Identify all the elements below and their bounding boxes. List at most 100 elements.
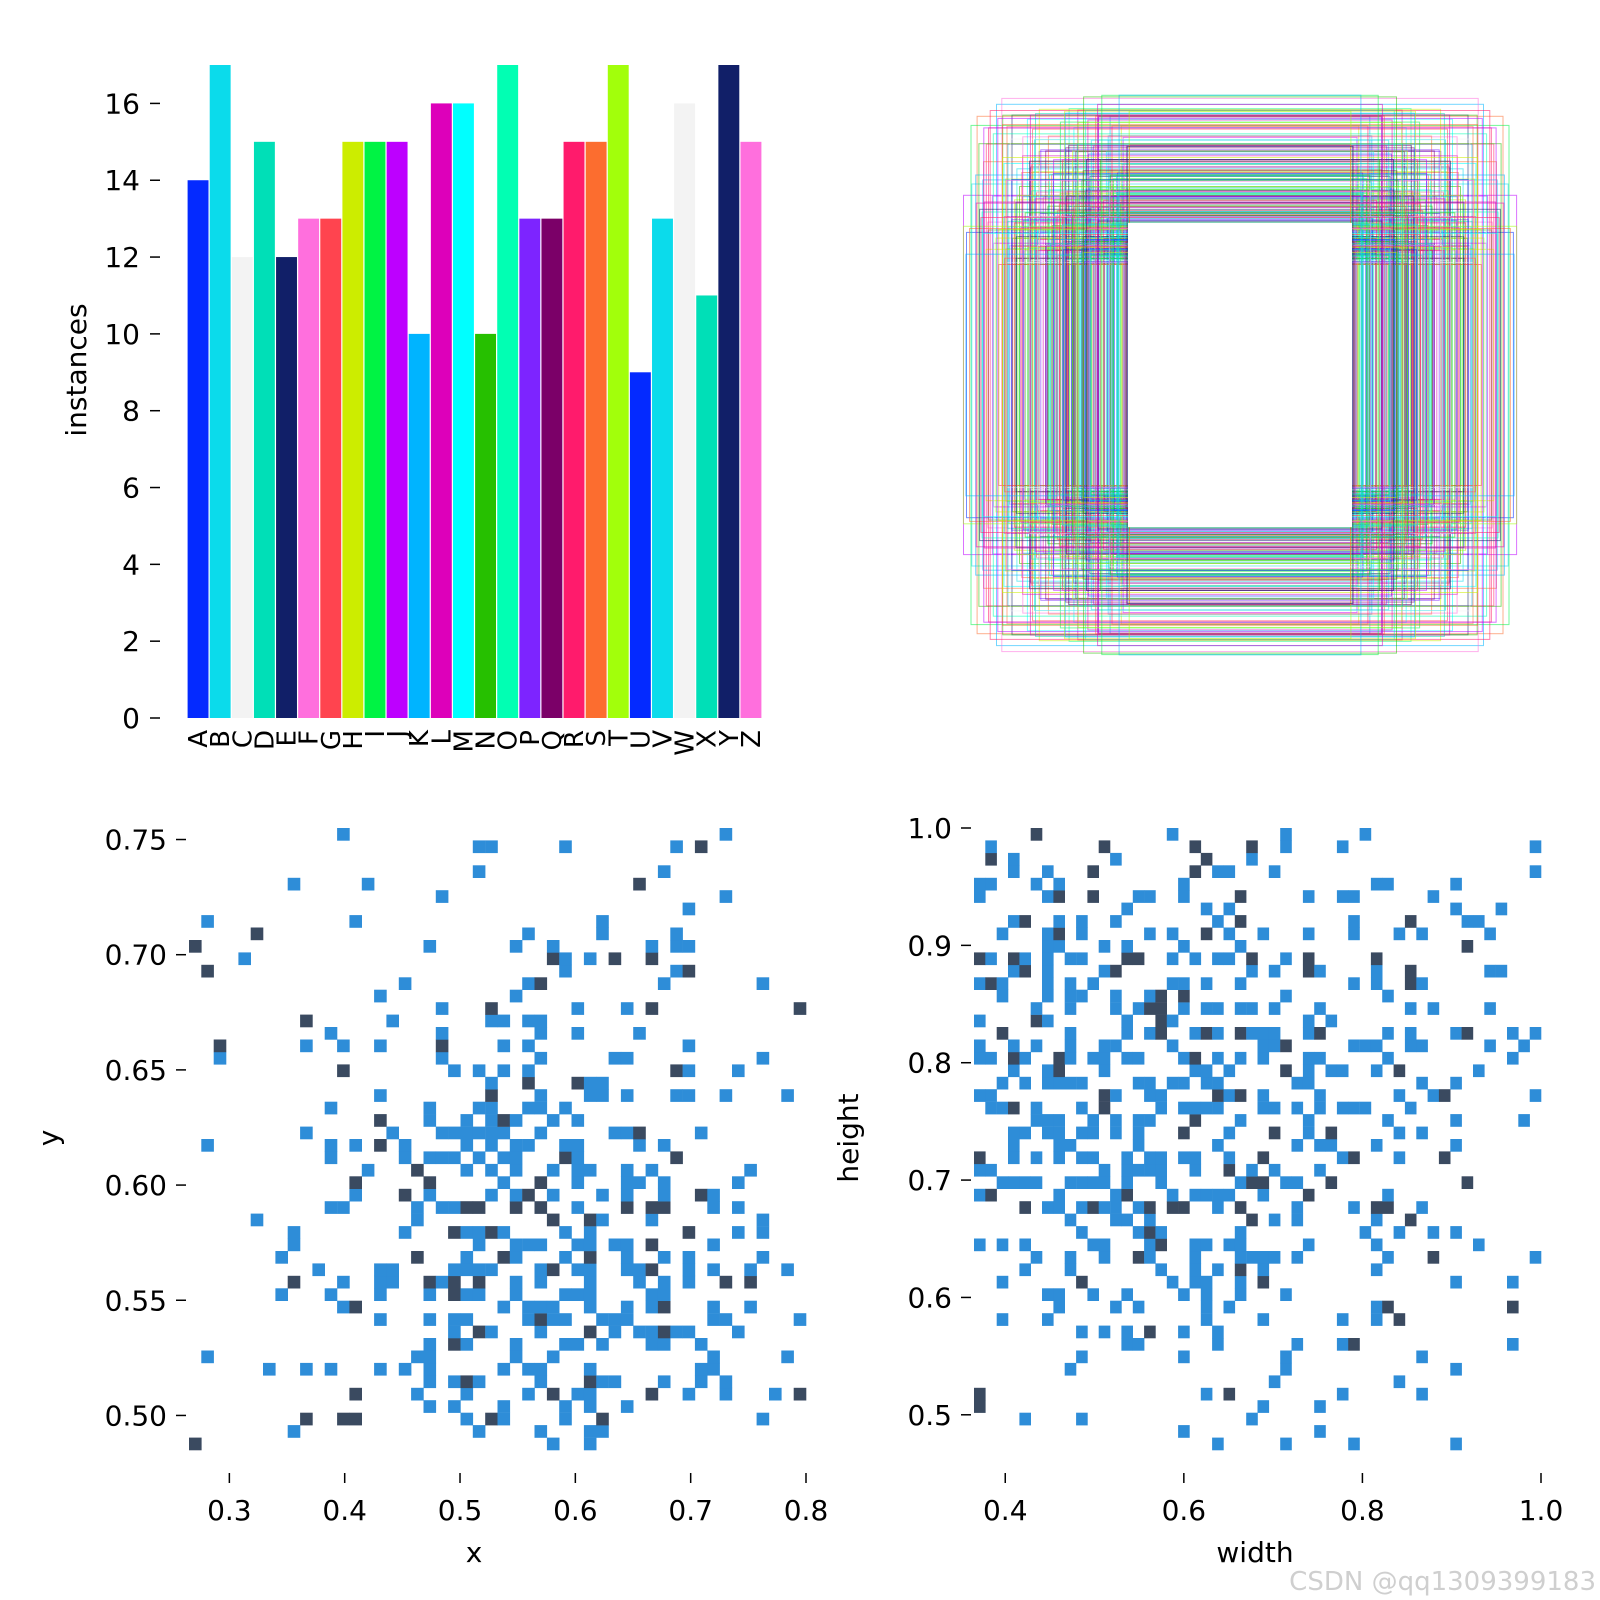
bar-x-tick-label: U: [626, 730, 656, 749]
heatmap-cell: [398, 1151, 412, 1165]
heatmap-cell: [1336, 890, 1349, 903]
heatmap-cell: [411, 1201, 424, 1214]
heatmap-cell: [1223, 1387, 1236, 1401]
heatmap-cell: [1450, 1437, 1462, 1451]
heatmap-cell: [1087, 1151, 1099, 1165]
heatmap-cell: [1257, 1151, 1270, 1165]
heatmap-cell: [435, 1027, 449, 1040]
heatmap-cell: [1302, 1064, 1315, 1078]
heatmap-cell: [1336, 840, 1349, 854]
heatmap-cell: [1212, 1437, 1224, 1451]
heatmap-cell: [472, 1275, 486, 1289]
heatmap-cell: [1064, 952, 1077, 966]
heatmap-cell: [1370, 964, 1383, 978]
heatmap-cell: [324, 1101, 338, 1115]
heatmap-cell: [1064, 1263, 1077, 1277]
heatmap-cell: [1189, 865, 1202, 878]
heatmap-cell: [472, 1201, 486, 1214]
heatmap-cell: [1359, 828, 1372, 841]
heatmap-cell: [522, 1076, 535, 1090]
heatmap-cell: [657, 1201, 671, 1214]
heatmap-cell: [1053, 915, 1065, 928]
heatmap-cell: [608, 952, 622, 966]
heatmap-cell: [559, 1251, 572, 1264]
bar-x-tick-label: E: [273, 730, 303, 746]
heatmap-cell: [707, 1362, 720, 1376]
heatmap-cell: [1212, 1101, 1224, 1115]
heatmap-cell: [571, 1338, 585, 1351]
heatmap-cell: [534, 1275, 548, 1289]
heatmap-cell: [620, 1251, 634, 1264]
heatmap-cell: [583, 1387, 597, 1401]
heatmap-cell: [1076, 1151, 1088, 1165]
bar-x-tick-label: T: [604, 730, 634, 747]
heatmap-cell: [1053, 940, 1065, 953]
heatmap-cell: [386, 1263, 399, 1277]
heatmap-cell: [1008, 952, 1020, 966]
heatmap-cell: [1348, 1338, 1360, 1351]
heatmap-y-tick-label: 0.70: [105, 939, 167, 972]
heatmap-cell: [1144, 1213, 1156, 1227]
heatmap-cell: [1110, 1300, 1122, 1314]
heatmap-cell: [974, 1039, 986, 1053]
heatmap-cell: [1053, 1300, 1065, 1314]
heatmap-cell: [608, 1126, 622, 1140]
bar-y-tick-label: 14: [104, 164, 140, 197]
heatmap-cell: [1098, 1064, 1111, 1078]
overlay-box: [980, 217, 1500, 533]
heatmap-cell: [1200, 852, 1213, 866]
heatmap-cell: [1144, 890, 1156, 903]
bar-x-tick-label: G: [317, 730, 347, 750]
heatmap-cell: [732, 1325, 745, 1339]
heatmap-x-tick-label: 0.8: [1340, 1494, 1385, 1527]
heatmap-cell: [1053, 927, 1065, 941]
heatmap-y-tick-label: 0.6: [907, 1281, 952, 1314]
heatmap-cell: [1155, 1176, 1167, 1189]
heatmap-cell: [974, 1188, 986, 1202]
heatmap-cell: [559, 1400, 572, 1413]
heatmap-cell: [1257, 1176, 1270, 1189]
heatmap-cell: [522, 1313, 535, 1326]
heatmap-cell: [546, 940, 560, 953]
overlay-box: [1103, 199, 1377, 551]
heatmap-cell: [1484, 927, 1496, 941]
heatmap-cell: [448, 1151, 461, 1165]
heatmap-cell: [1132, 1251, 1145, 1264]
heatmap-cell: [694, 1188, 708, 1202]
heatmap-cell: [1404, 915, 1417, 928]
heatmap-cell: [633, 1176, 646, 1189]
heatmap-cell: [1132, 1300, 1145, 1314]
overlay-box: [1109, 182, 1371, 568]
heatmap-cell: [1144, 1201, 1156, 1214]
heatmap-cell: [1404, 964, 1417, 978]
wh-y-axis-ticks: 0.5 0.6 0.7 0.8 0.9 1.0: [907, 812, 971, 1432]
heatmap-cell: [1302, 1126, 1315, 1140]
heatmap-cell: [1234, 1089, 1247, 1102]
heatmap-cell: [1416, 1126, 1428, 1140]
heatmap-x-tick-label: 0.5: [438, 1494, 483, 1527]
heatmap-cell: [1212, 1051, 1224, 1065]
overlay-center-gap: [1128, 223, 1352, 527]
heatmap-cell: [411, 1350, 424, 1364]
heatmap-cell: [1042, 1313, 1054, 1326]
heatmap-cell: [423, 1375, 437, 1389]
heatmap-cell: [509, 1251, 523, 1264]
heatmap-cell: [423, 1114, 437, 1127]
heatmap-cell: [485, 1188, 498, 1202]
heatmap-cell: [546, 1300, 560, 1314]
bar-x-tick-label: N: [472, 730, 502, 749]
heatmap-cell: [719, 1275, 733, 1289]
heatmap-cell: [620, 1263, 634, 1277]
heatmap-cell: [1178, 877, 1190, 891]
heatmap-cell: [1404, 977, 1417, 990]
heatmap-cell: [657, 865, 671, 878]
heatmap-cell: [201, 1350, 214, 1364]
heatmap-cell: [472, 1325, 486, 1339]
heatmap-cell: [546, 1114, 560, 1127]
heatmap-cell: [571, 1288, 585, 1301]
heatmap-cell: [534, 1263, 548, 1277]
heatmap-cell: [756, 1226, 770, 1239]
heatmap-cell: [1427, 1089, 1440, 1102]
heatmap-cell: [497, 1014, 511, 1028]
heatmap-cell: [645, 1288, 659, 1301]
